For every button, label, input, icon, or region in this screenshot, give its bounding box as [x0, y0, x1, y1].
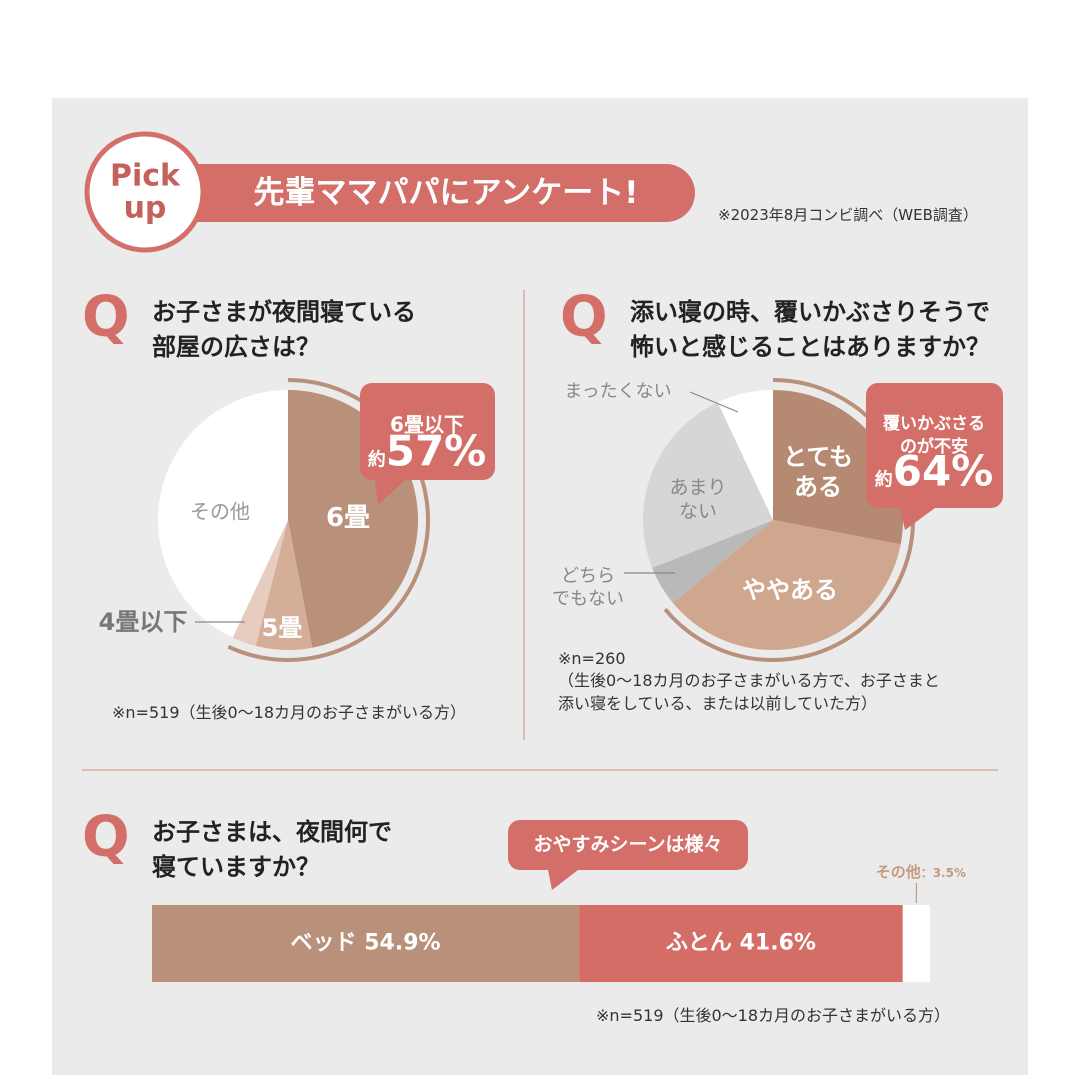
bar-segment — [579, 905, 903, 982]
callout-value: 約64% — [875, 445, 994, 500]
q-marker: Q — [560, 285, 608, 350]
slice-label: まったくない — [564, 380, 672, 402]
badge-text: Pick up — [109, 158, 181, 225]
callout-box — [866, 383, 1003, 508]
slice-label: 5畳 — [261, 614, 303, 642]
badge-circle — [84, 131, 206, 253]
callout-tail — [900, 508, 935, 530]
pie-slice — [232, 520, 288, 646]
source-note: ※2023年8月コンビ調べ（WEB調査） — [718, 206, 978, 224]
callout-box — [508, 820, 748, 870]
note: ※n=519（生後0〜18カ月のお子さまがいる方） — [112, 703, 467, 722]
highlight-ring — [663, 378, 915, 662]
callout-text: おやすみシーンは様々 — [533, 833, 723, 856]
value-label: ：3.5% — [920, 866, 966, 880]
slice-label: その他 — [190, 499, 250, 524]
callout-number: 64% — [892, 446, 994, 496]
question-title: お子さまは、夜間何で 寝ていますか？ — [152, 818, 392, 881]
slice-label: とても ある — [782, 443, 854, 501]
pie-slice — [773, 390, 903, 545]
slice-label: 6畳 — [325, 502, 371, 533]
callout-prefix: 約 — [874, 469, 893, 491]
legend-entry: ベッド — [290, 930, 357, 956]
value-label: 54.9% — [364, 930, 441, 956]
banner-title: 先輩ママパパにアンケート! — [253, 174, 639, 211]
q-marker: Q — [82, 805, 130, 870]
segment-label: ベッド 54.9% — [291, 929, 441, 958]
pie-slice — [717, 390, 773, 520]
value-label: 41.6% — [739, 930, 816, 956]
slice-label: あまり ない — [669, 476, 727, 522]
note: ※n=519（生後0〜18カ月のお子さまがいる方） — [596, 1006, 951, 1025]
legend-entry: ふとん — [665, 930, 732, 956]
callout-prefix: 約 — [367, 449, 386, 471]
pie-slice — [642, 402, 773, 568]
pie-slice — [255, 520, 313, 650]
question-title: 添い寝の時、覆いかぶさりそうで 怖いと感じることはありますか？ — [630, 298, 990, 361]
segment-label: ふとん 41.6% — [666, 929, 816, 958]
pie-slice — [672, 520, 901, 650]
legend-entry: その他 — [875, 863, 921, 881]
slice-label: どちら でもない — [552, 565, 624, 610]
callout-number: 57% — [385, 426, 487, 476]
segment-label: その他：3.5% — [830, 862, 966, 883]
banner — [150, 164, 695, 222]
note: ※n=260 （生後0〜18カ月のお子さまがいる方で、お子さまと 添い寝をしてい… — [558, 649, 940, 713]
bar-segment — [902, 905, 930, 982]
callout-tail — [375, 480, 405, 505]
leader-line — [689, 391, 739, 413]
callout-box — [360, 383, 495, 480]
callout-text: 覆いかぶさる のが不安 — [883, 414, 985, 457]
slice-label: 4畳以下 — [98, 608, 188, 636]
callout-text: 6畳以下 — [390, 412, 464, 437]
pie-slice — [652, 520, 773, 603]
q-marker: Q — [82, 285, 130, 350]
callout-value: 約57% — [368, 425, 487, 480]
slice-label: ややある — [742, 576, 838, 604]
pie-slice — [158, 390, 288, 638]
question-title: お子さまが夜間寝ている 部屋の広さは？ — [152, 298, 416, 361]
bar-segment — [152, 905, 580, 982]
callout-tail — [548, 870, 578, 890]
